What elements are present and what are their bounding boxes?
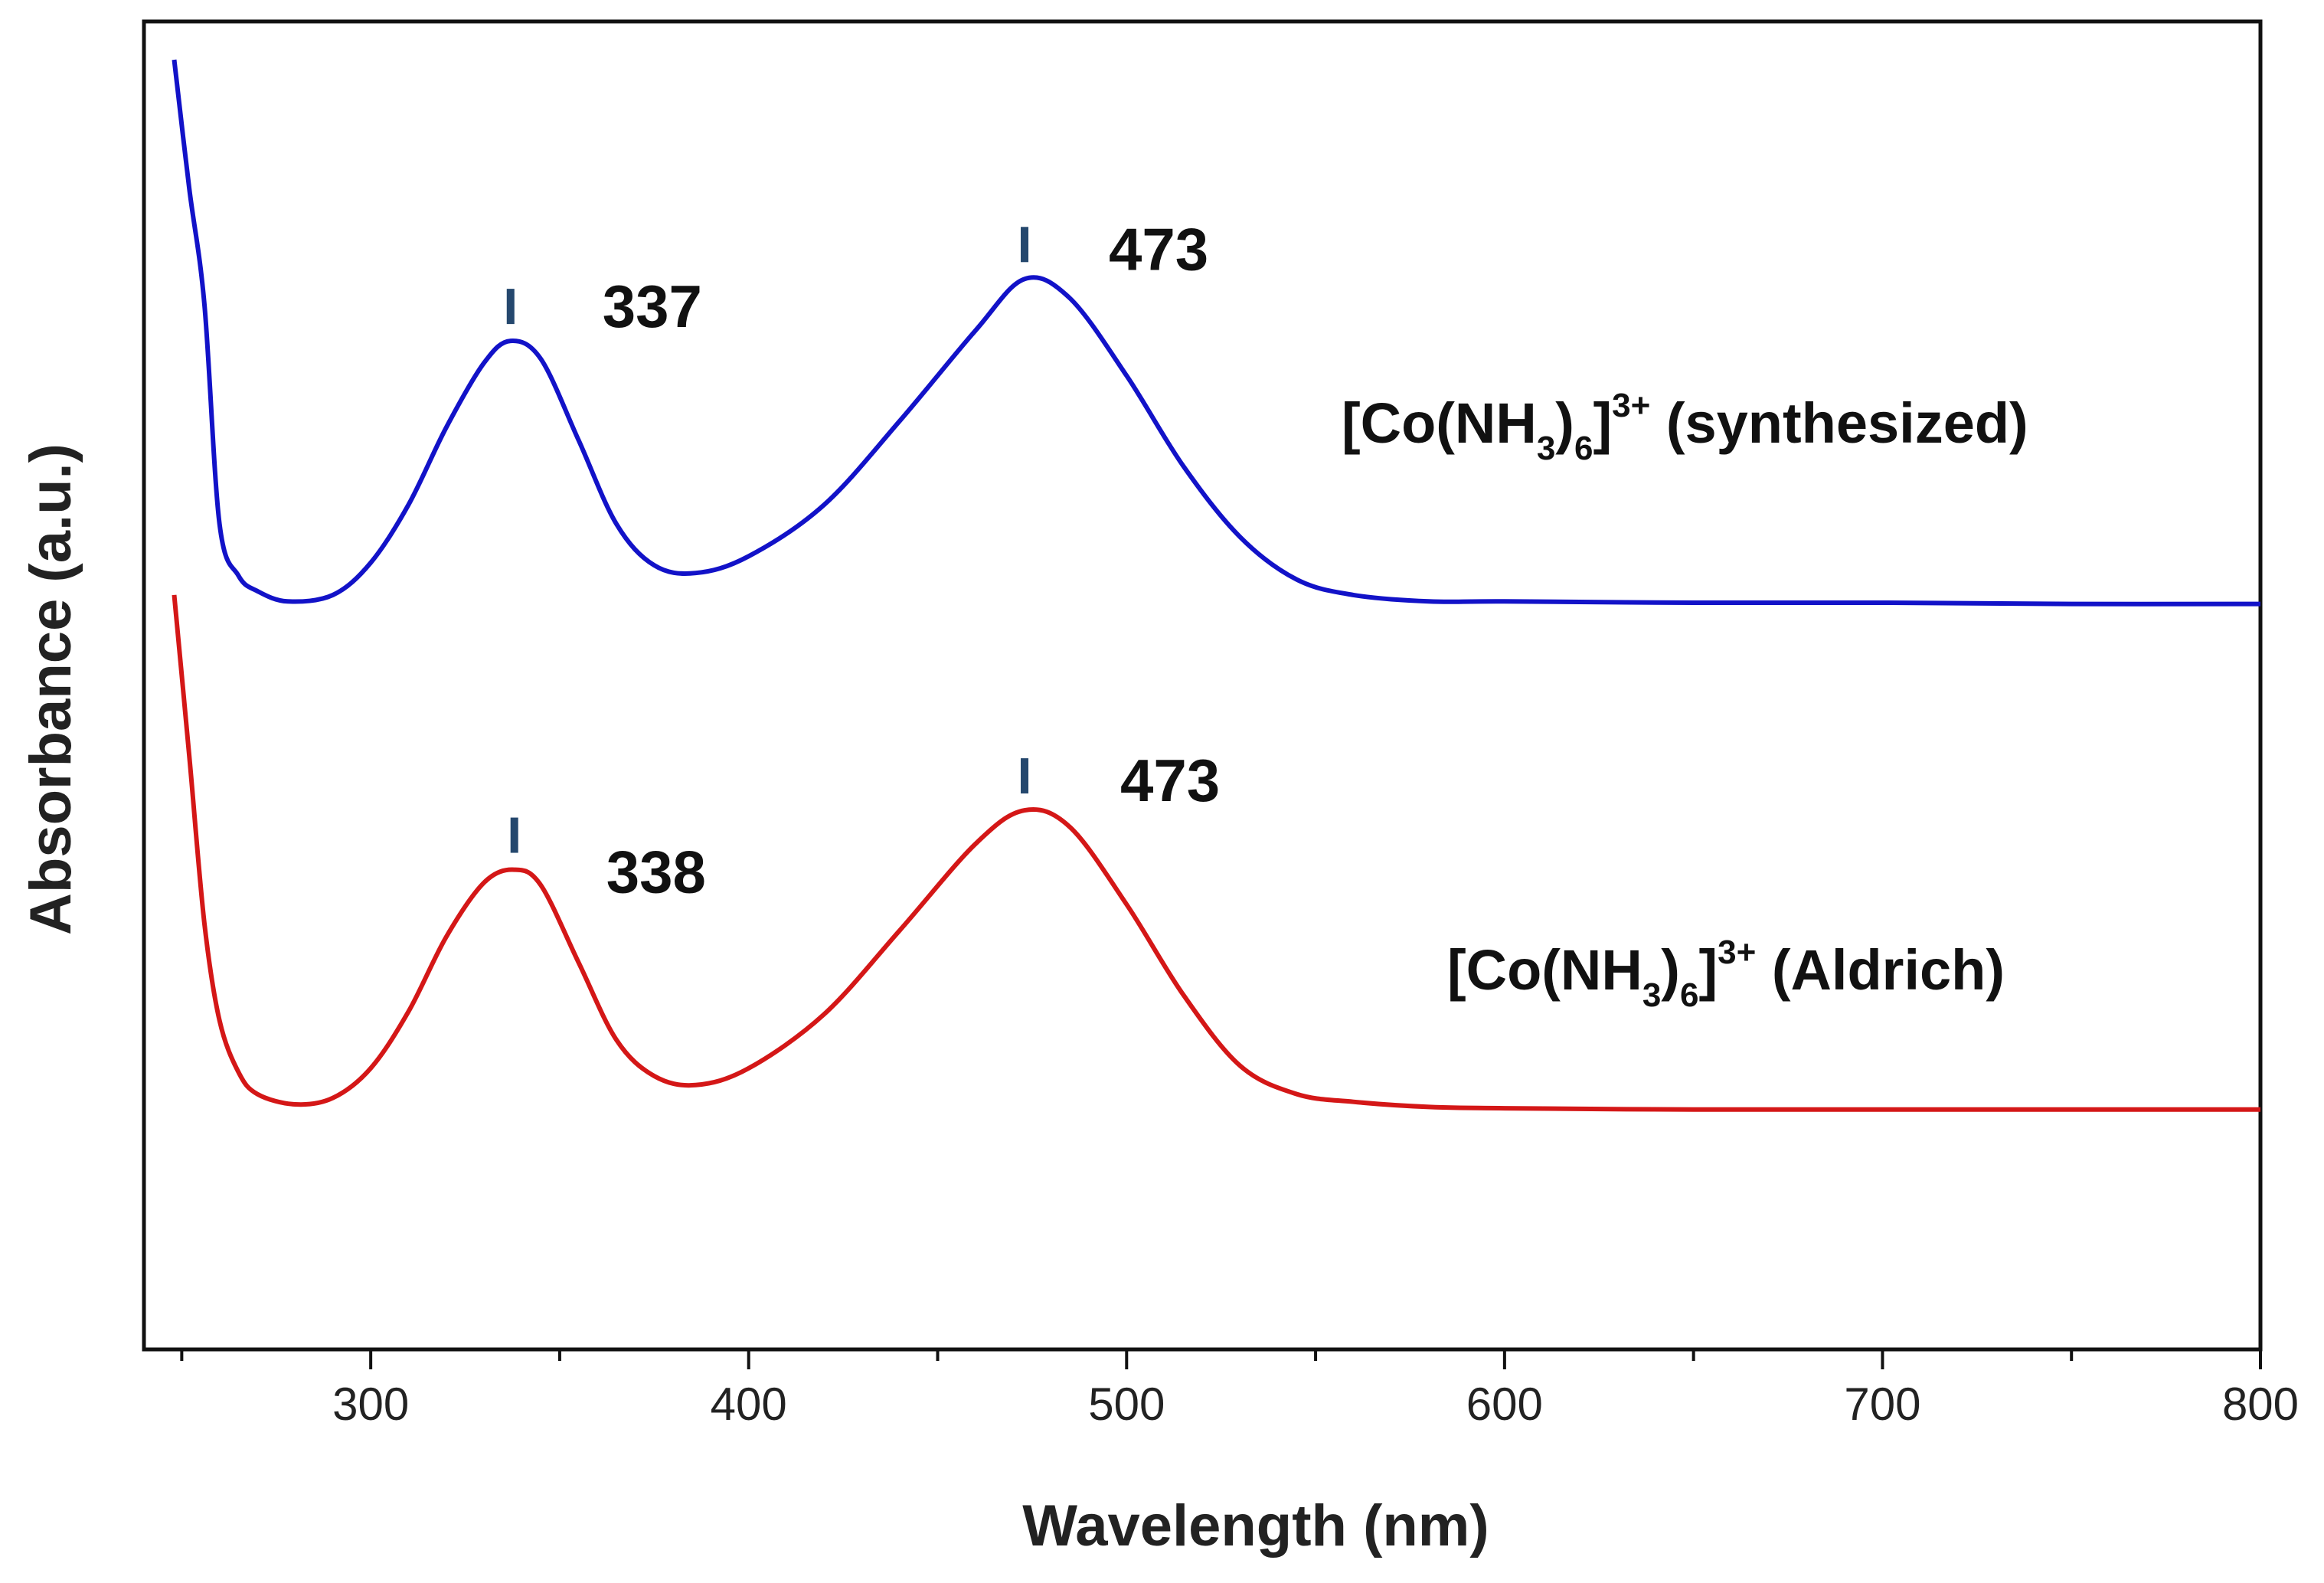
peak-marker [510, 817, 518, 853]
y-axis-label: Absorbance (a.u.) [18, 443, 83, 935]
label-formula-part: ) [1555, 391, 1574, 455]
label-formula-part: ] [1593, 391, 1612, 455]
peak-label: 473 [1109, 215, 1208, 283]
x-tick-label: 800 [2222, 1379, 2299, 1430]
x-tick-label: 300 [332, 1379, 409, 1430]
series-layer [172, 59, 2261, 1112]
series-label: [Co(NH3)6]3+ (Aldrich) [1447, 934, 2005, 1014]
label-source: (synthesized) [1650, 391, 2028, 455]
peak-marker [1021, 227, 1029, 263]
axes: 300 400 500 600 700 800 [142, 19, 2299, 1430]
label-formula: [Co(NH [1447, 938, 1642, 1002]
peak-marker [506, 289, 515, 325]
label-subscript: 6 [1680, 976, 1698, 1014]
label-source: (Aldrich) [1756, 938, 2005, 1002]
peak-label: 338 [606, 839, 706, 906]
label-formula: [Co(NH [1342, 391, 1537, 455]
peak-marker [1021, 758, 1029, 794]
plot-frame [142, 19, 2263, 1352]
label-superscript: 3+ [1612, 387, 1650, 424]
label-subscript: 3 [1642, 976, 1661, 1014]
label-formula-part: ) [1661, 938, 1680, 1002]
peak-label: 337 [603, 273, 702, 340]
x-tick-label: 400 [711, 1379, 787, 1430]
x-tick-label: 600 [1466, 1379, 1543, 1430]
label-subscript: 3 [1537, 430, 1555, 467]
series-line [172, 59, 2261, 607]
x-tick-label: 700 [1844, 1379, 1920, 1430]
series-line [172, 594, 2260, 1112]
x-axis-label: Wavelength (nm) [1022, 1493, 1489, 1558]
label-subscript: 6 [1574, 430, 1593, 467]
label-superscript: 3+ [1718, 934, 1756, 971]
peak-label: 473 [1120, 747, 1220, 814]
x-tick-label: 500 [1088, 1379, 1165, 1430]
series-label: [Co(NH3)6]3+ (synthesized) [1342, 387, 2028, 467]
label-formula-part: ] [1698, 938, 1718, 1002]
